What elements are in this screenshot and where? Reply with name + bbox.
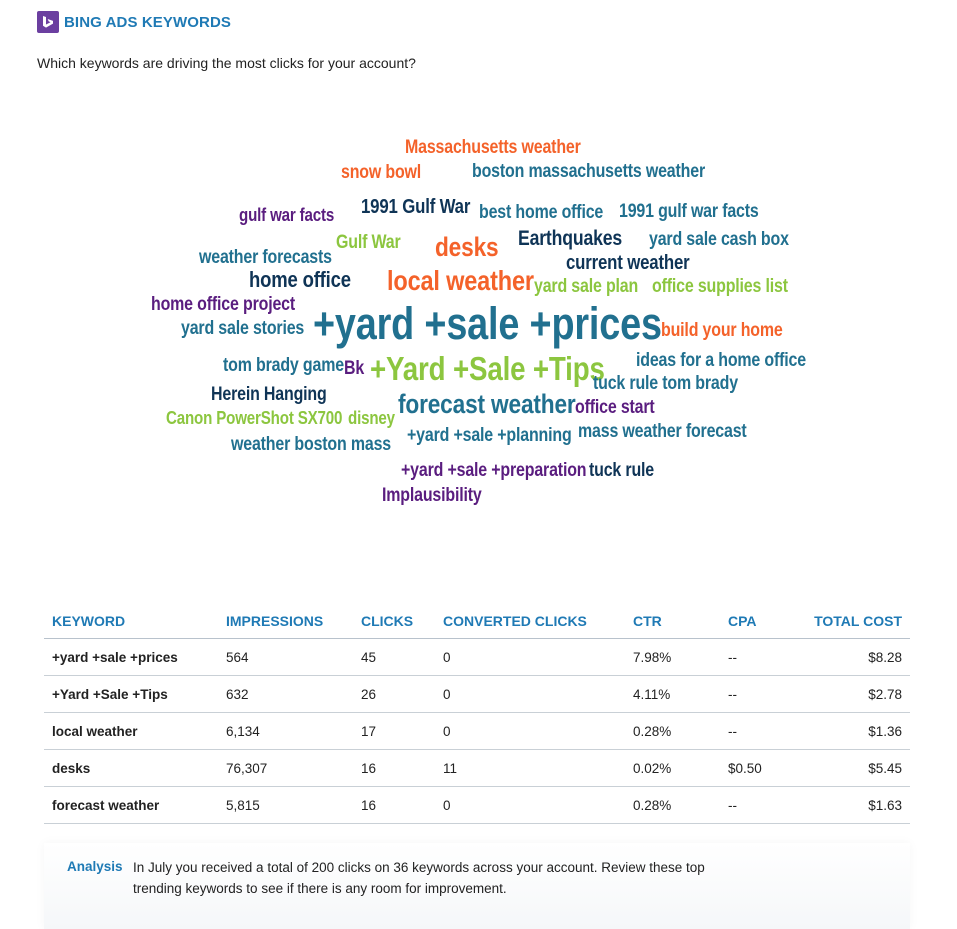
column-header-cpa[interactable]: CPA bbox=[720, 604, 800, 639]
cloud-word: Bk bbox=[344, 358, 365, 379]
cell-cpa: -- bbox=[720, 786, 800, 824]
table-row: local weather 6,134 17 0 0.28% -- $1.36 bbox=[44, 712, 910, 750]
cloud-word: gulf war facts bbox=[239, 205, 335, 225]
cloud-word: +yard +sale +preparation bbox=[401, 460, 587, 481]
cloud-word: yard sale plan bbox=[534, 276, 639, 297]
cloud-word: office start bbox=[575, 397, 655, 418]
table-row: +Yard +Sale +Tips 632 26 0 4.11% -- $2.7… bbox=[44, 675, 910, 713]
cloud-word: Canon PowerShot SX700 bbox=[166, 408, 343, 428]
cloud-word: build your home bbox=[661, 320, 783, 341]
cell-ctr: 0.28% bbox=[625, 712, 720, 750]
cell-total-cost: $1.63 bbox=[800, 786, 910, 824]
cloud-word: office supplies list bbox=[652, 276, 788, 297]
cell-total-cost: $5.45 bbox=[800, 749, 910, 787]
cell-keyword: +Yard +Sale +Tips bbox=[44, 675, 218, 713]
analysis-text: In July you received a total of 200 clic… bbox=[133, 860, 705, 896]
cloud-word: yard sale cash box bbox=[649, 229, 789, 250]
cell-ctr: 0.02% bbox=[625, 749, 720, 787]
cloud-word: weather boston mass bbox=[231, 434, 392, 455]
cell-cpa: $0.50 bbox=[720, 749, 800, 787]
keyword-table: KEYWORD IMPRESSIONS CLICKS CONVERTED CLI… bbox=[44, 604, 910, 824]
cell-converted-clicks: 0 bbox=[435, 712, 625, 750]
cloud-word: local weather bbox=[387, 265, 534, 296]
cloud-word: +Yard +Sale +Tips bbox=[370, 350, 605, 387]
cloud-word: tom brady game bbox=[223, 355, 344, 376]
cloud-word: +yard +sale +planning bbox=[407, 425, 572, 446]
table-row: forecast weather 5,815 16 0 0.28% -- $1.… bbox=[44, 786, 910, 824]
cloud-word: yard sale stories bbox=[181, 318, 305, 339]
cell-clicks: 17 bbox=[353, 712, 435, 750]
column-header-ctr[interactable]: CTR bbox=[625, 604, 720, 639]
cell-impressions: 5,815 bbox=[218, 786, 353, 824]
cell-converted-clicks: 0 bbox=[435, 786, 625, 824]
report-question: Which keywords are driving the most clic… bbox=[37, 55, 416, 71]
cell-impressions: 76,307 bbox=[218, 749, 353, 787]
cell-keyword: desks bbox=[44, 749, 218, 787]
cloud-word: current weather bbox=[566, 252, 690, 274]
cell-total-cost: $2.78 bbox=[800, 675, 910, 713]
cell-converted-clicks: 0 bbox=[435, 675, 625, 713]
cloud-word: ideas for a home office bbox=[636, 350, 806, 371]
cloud-word: weather forecasts bbox=[199, 247, 332, 268]
cloud-word: disney bbox=[348, 408, 395, 428]
cloud-word: home office project bbox=[151, 294, 296, 315]
cloud-word: tuck rule tom brady bbox=[593, 373, 738, 394]
cell-clicks: 16 bbox=[353, 749, 435, 787]
cloud-word: home office bbox=[249, 267, 351, 292]
cell-clicks: 26 bbox=[353, 675, 435, 713]
cell-converted-clicks: 11 bbox=[435, 749, 625, 787]
cell-total-cost: $1.36 bbox=[800, 712, 910, 750]
cloud-word: Implausibility bbox=[382, 485, 482, 506]
report-header: BING ADS KEYWORDS bbox=[37, 11, 231, 33]
report-title: BING ADS KEYWORDS bbox=[64, 13, 231, 31]
cell-ctr: 7.98% bbox=[625, 638, 720, 676]
analysis-label: Analysis bbox=[67, 859, 123, 874]
column-header-keyword[interactable]: KEYWORD bbox=[44, 604, 218, 639]
cell-ctr: 0.28% bbox=[625, 786, 720, 824]
cell-impressions: 564 bbox=[218, 638, 353, 676]
cell-cpa: -- bbox=[720, 712, 800, 750]
cell-keyword: +yard +sale +prices bbox=[44, 638, 218, 676]
cell-converted-clicks: 0 bbox=[435, 638, 625, 676]
bing-logo-icon bbox=[37, 11, 59, 33]
cloud-word: best home office bbox=[479, 202, 604, 223]
cell-clicks: 45 bbox=[353, 638, 435, 676]
cell-impressions: 6,134 bbox=[218, 712, 353, 750]
cell-impressions: 632 bbox=[218, 675, 353, 713]
cell-cpa: -- bbox=[720, 675, 800, 713]
cell-keyword: forecast weather bbox=[44, 786, 218, 824]
cloud-word: boston massachusetts weather bbox=[472, 161, 706, 182]
cell-keyword: local weather bbox=[44, 712, 218, 750]
cloud-word: desks bbox=[435, 232, 499, 262]
cell-ctr: 4.11% bbox=[625, 675, 720, 713]
cloud-word: +yard +sale +prices bbox=[313, 298, 662, 349]
cloud-word: Herein Hanging bbox=[211, 384, 327, 405]
keyword-word-cloud: Massachusetts weather snow bowl boston m… bbox=[151, 137, 806, 506]
analysis-panel: Analysis In July you received a total of… bbox=[44, 843, 910, 929]
cloud-word: Earthquakes bbox=[518, 227, 623, 250]
cloud-word: 1991 Gulf War bbox=[361, 196, 471, 218]
table-row: desks 76,307 16 11 0.02% $0.50 $5.45 bbox=[44, 749, 910, 787]
column-header-converted-clicks[interactable]: CONVERTED CLICKS bbox=[435, 604, 625, 639]
column-header-total-cost[interactable]: TOTAL COST bbox=[800, 604, 910, 639]
cloud-word: 1991 gulf war facts bbox=[619, 201, 759, 222]
cell-cpa: -- bbox=[720, 638, 800, 676]
cloud-word: forecast weather bbox=[398, 389, 576, 419]
column-header-clicks[interactable]: CLICKS bbox=[353, 604, 435, 639]
cloud-word: snow bowl bbox=[341, 162, 422, 183]
cloud-word: Massachusetts weather bbox=[405, 137, 581, 158]
cloud-word: tuck rule bbox=[589, 460, 655, 481]
cloud-word: mass weather forecast bbox=[578, 421, 747, 442]
column-header-impressions[interactable]: IMPRESSIONS bbox=[218, 604, 353, 639]
cloud-word: Gulf War bbox=[336, 232, 401, 253]
table-header-row: KEYWORD IMPRESSIONS CLICKS CONVERTED CLI… bbox=[44, 604, 910, 639]
cell-clicks: 16 bbox=[353, 786, 435, 824]
table-row: +yard +sale +prices 564 45 0 7.98% -- $8… bbox=[44, 638, 910, 676]
cell-total-cost: $8.28 bbox=[800, 638, 910, 676]
